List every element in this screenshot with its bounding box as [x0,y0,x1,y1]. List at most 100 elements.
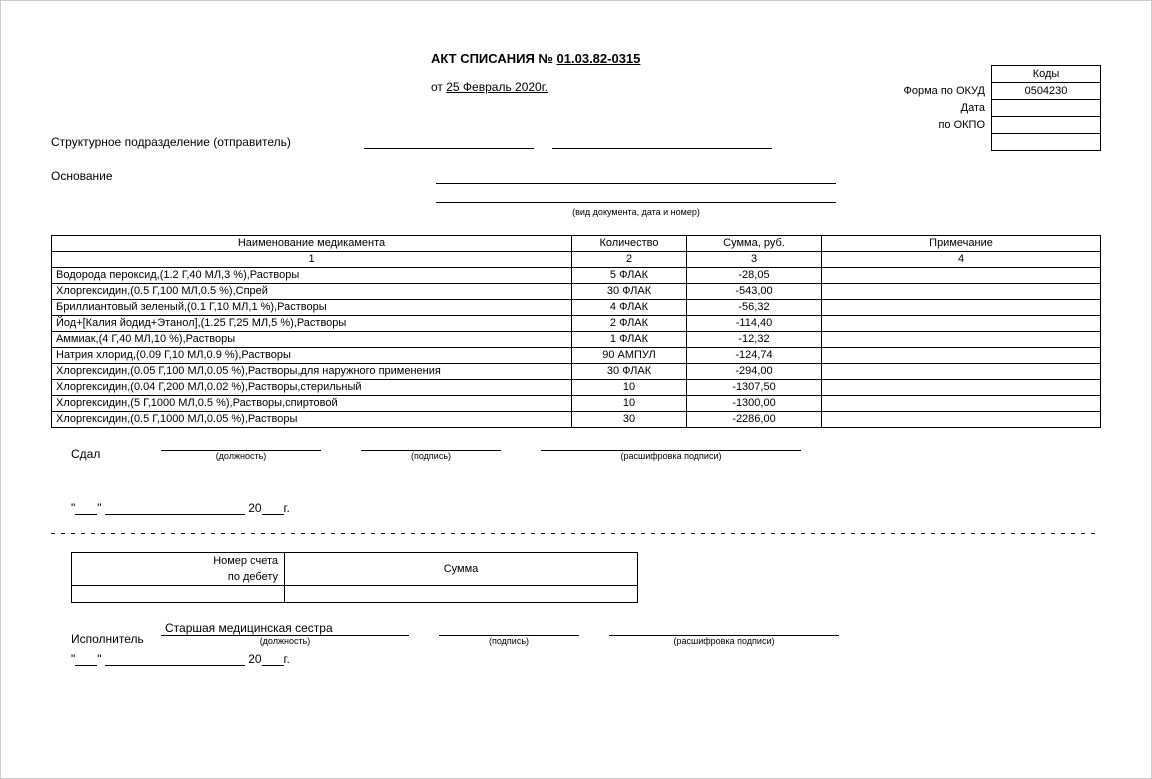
okpo-value [992,117,1101,134]
executor-decipher-slot [609,621,839,636]
table-cell: -56,32 [687,300,822,316]
table-cell: -294,00 [687,364,822,380]
table-row: Бриллиантовый зеленый,(0.1 Г,10 МЛ,1 %),… [52,300,1101,316]
table-row: Йод+[Калия йодид+Этанол],(1.25 Г,25 МЛ,5… [52,316,1101,332]
col-qty: Количество [572,236,687,252]
date-field-1: "" 20г. [71,501,1101,515]
table-cell [822,412,1101,428]
date-value: 25 Февраль 2020г. [446,80,548,94]
codes-header: Коды [992,66,1101,83]
executor-row: Исполнитель Старшая медицинская сестра (… [71,621,1101,646]
acct-h1b: по дебету [72,569,285,586]
table-header-row: Наименование медикамента Количество Сумм… [52,236,1101,252]
table-cell: 30 ФЛАК [572,284,687,300]
table-body: Водорода пероксид,(1.2 Г,40 МЛ,3 %),Раст… [52,268,1101,428]
gave-sign-row: Сдал (должность) (подпись) (расшифровка … [71,436,1101,461]
col-note: Примечание [822,236,1101,252]
table-row: Хлоргексидин,(0.5 Г,1000 МЛ,0.05 %),Раст… [52,412,1101,428]
table-cell: Хлоргексидин,(0.5 Г,1000 МЛ,0.05 %),Раст… [52,412,572,428]
table-cell: Аммиак,(4 Г,40 МЛ,10 %),Растворы [52,332,572,348]
table-cell [822,332,1101,348]
table-cell: -124,74 [687,348,822,364]
document-page: АКТ СПИСАНИЯ № 01.03.82-0315 от 25 Февра… [0,0,1152,779]
okud-label: Форма по ОКУД [900,83,992,100]
table-row: Хлоргексидин,(0.05 Г,100 МЛ,0.05 %),Раст… [52,364,1101,380]
table-cell: 1 ФЛАК [572,332,687,348]
struct-field-1 [364,134,534,149]
gave-signature-cap: (подпись) [361,451,501,461]
codes-box: Коды Форма по ОКУД 0504230 Дата по ОКПО [900,65,1102,151]
table-cell: 90 АМПУЛ [572,348,687,364]
table-cell: 2 ФЛАК [572,316,687,332]
executor-decipher-cap: (расшифровка подписи) [609,636,839,646]
executor-position-cap: (должность) [161,636,409,646]
gave-label: Сдал [71,447,131,461]
table-cell: Водорода пероксид,(1.2 Г,40 МЛ,3 %),Раст… [52,268,572,284]
table-cell: -114,40 [687,316,822,332]
struct-label: Структурное подразделение (отправитель) [51,135,291,149]
table-cell [822,300,1101,316]
table-cell: -12,32 [687,332,822,348]
okpo-label: по ОКПО [900,117,992,134]
basis-line-2 [436,188,836,203]
basis-hint: (вид документа, дата и номер) [436,207,836,217]
table-cell: -2286,00 [687,412,822,428]
table-cell: 10 [572,380,687,396]
table-row: Хлоргексидин,(0.04 Г,200 МЛ,0.02 %),Раст… [52,380,1101,396]
table-cell: -28,05 [687,268,822,284]
gave-decipher-cap: (расшифровка подписи) [541,451,801,461]
table-cell [822,268,1101,284]
gave-signature-slot [361,436,501,451]
okud-value: 0504230 [992,83,1101,100]
executor-value: Старшая медицинская сестра [161,621,409,636]
tear-line [51,533,1101,534]
title-prefix: АКТ СПИСАНИЯ № [431,51,557,66]
executor-signature-slot [439,621,579,636]
gave-decipher-slot [541,436,801,451]
gave-position-slot [161,436,321,451]
gave-position-cap: (должность) [161,451,321,461]
date-prefix: от [431,80,446,94]
table-cell [822,396,1101,412]
date-field-2: "" 20г. [71,652,1101,666]
acct-cell-2 [285,586,638,603]
table-cell: Хлоргексидин,(0.05 Г,100 МЛ,0.05 %),Раст… [52,364,572,380]
table-cell [822,364,1101,380]
table-index-row: 1 2 3 4 [52,252,1101,268]
table-row: Хлоргексидин,(5 Г,1000 МЛ,0.5 %),Раствор… [52,396,1101,412]
table-cell: 4 ФЛАК [572,300,687,316]
table-cell: 5 ФЛАК [572,268,687,284]
account-table: Номер счета Сумма по дебету [71,552,638,603]
table-cell: 30 ФЛАК [572,364,687,380]
col-sum: Сумма, руб. [687,236,822,252]
table-cell: -543,00 [687,284,822,300]
title-number: 01.03.82-0315 [557,51,641,66]
basis-line-1 [436,169,836,184]
table-cell: -1307,50 [687,380,822,396]
codes-date-label: Дата [900,100,992,117]
medications-table: Наименование медикамента Количество Сумм… [51,235,1101,428]
table-cell [822,348,1101,364]
executor-signature-cap: (подпись) [439,636,579,646]
table-cell: Хлоргексидин,(0.04 Г,200 МЛ,0.02 %),Раст… [52,380,572,396]
table-row: Водорода пероксид,(1.2 Г,40 МЛ,3 %),Раст… [52,268,1101,284]
acct-h1a: Номер счета [72,553,285,570]
table-cell [822,380,1101,396]
basis-section: Основание (вид документа, дата и номер) [51,169,1101,217]
table-cell [822,316,1101,332]
table-cell: 10 [572,396,687,412]
acct-cell-1 [72,586,285,603]
basis-label: Основание [51,169,113,183]
table-row: Аммиак,(4 Г,40 МЛ,10 %),Растворы1 ФЛАК-1… [52,332,1101,348]
table-cell: Натрия хлорид,(0.09 Г,10 МЛ,0.9 %),Раств… [52,348,572,364]
col-name: Наименование медикамента [52,236,572,252]
codes-date-value [992,100,1101,117]
document-title: АКТ СПИСАНИЯ № 01.03.82-0315 [431,51,1101,66]
table-cell: Бриллиантовый зеленый,(0.1 Г,10 МЛ,1 %),… [52,300,572,316]
table-cell: 30 [572,412,687,428]
table-cell: Хлоргексидин,(0.5 Г,100 МЛ,0.5 %),Спрей [52,284,572,300]
table-row: Натрия хлорид,(0.09 Г,10 МЛ,0.9 %),Раств… [52,348,1101,364]
table-cell: -1300,00 [687,396,822,412]
executor-label: Исполнитель [71,632,161,646]
table-cell: Хлоргексидин,(5 Г,1000 МЛ,0.5 %),Раствор… [52,396,572,412]
